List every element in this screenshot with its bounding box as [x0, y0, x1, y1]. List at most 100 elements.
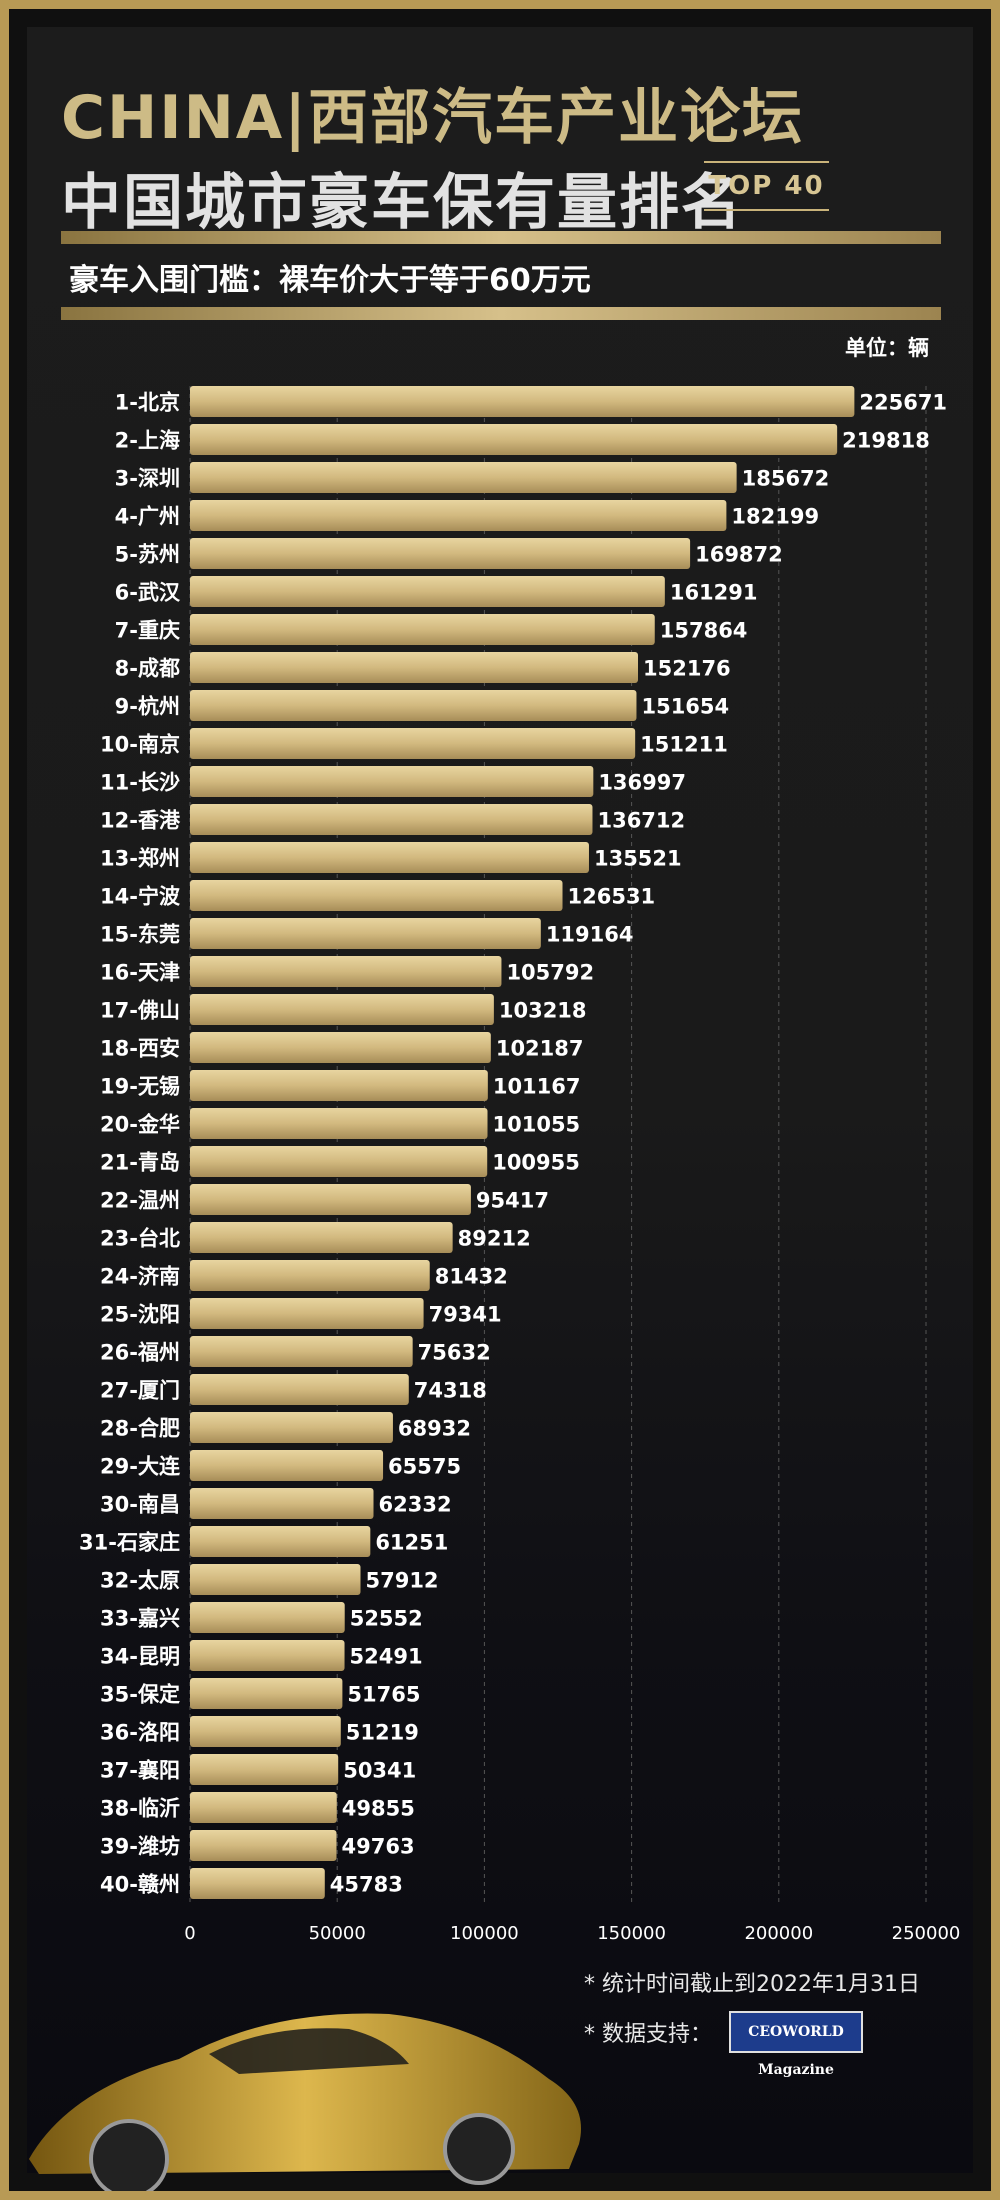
- category-label: 9-杭州: [115, 695, 180, 719]
- value-label: 68932: [398, 1417, 471, 1441]
- bar: [190, 804, 593, 835]
- bar: [190, 1260, 430, 1291]
- category-label: 18-西安: [100, 1037, 180, 1061]
- x-tick-label: 200000: [744, 1923, 813, 1944]
- bar: [190, 1108, 488, 1139]
- category-label: 12-香港: [100, 809, 181, 833]
- bar: [190, 1032, 491, 1063]
- value-label: 126531: [568, 885, 656, 909]
- x-tick-label: 50000: [309, 1923, 366, 1944]
- category-label: 34-昆明: [100, 1645, 180, 1669]
- bar: [190, 1754, 339, 1785]
- value-label: 136997: [598, 771, 686, 795]
- bar: [190, 386, 855, 417]
- category-label: 32-太原: [100, 1569, 180, 1593]
- bar: [190, 1070, 488, 1101]
- bar: [190, 1488, 374, 1519]
- category-label: 27-厦门: [100, 1379, 180, 1403]
- category-label: 26-福州: [100, 1341, 180, 1365]
- value-label: 51765: [347, 1683, 420, 1707]
- bar: [190, 652, 639, 683]
- category-label: 38-临沂: [100, 1797, 180, 1821]
- value-label: 89212: [458, 1227, 531, 1251]
- bar: [190, 614, 655, 645]
- sub-title: 中国城市豪车保有量排名: [61, 168, 743, 238]
- bar: [190, 1678, 343, 1709]
- car-illustration-icon: [29, 2013, 581, 2191]
- value-label: 151211: [640, 733, 728, 757]
- bar: [190, 1412, 393, 1443]
- data-source-label: * 数据支持：: [584, 2022, 712, 2047]
- value-label: 219818: [842, 429, 930, 453]
- unit-label: 单位：辆: [845, 336, 929, 360]
- category-label: 31-石家庄: [79, 1531, 180, 1555]
- category-label: 39-潍坊: [100, 1835, 180, 1859]
- category-label: 3-深圳: [115, 467, 180, 491]
- bar: [190, 1868, 325, 1899]
- bar: [190, 994, 494, 1025]
- gold-divider-top: [61, 231, 941, 244]
- value-label: 62332: [379, 1493, 452, 1517]
- bar: [190, 1602, 345, 1633]
- bar: [190, 1830, 337, 1861]
- value-label: 50341: [343, 1759, 416, 1783]
- bar: [190, 1716, 341, 1747]
- bar: [190, 538, 691, 569]
- value-label: 135521: [594, 847, 682, 871]
- category-label: 24-济南: [100, 1265, 180, 1289]
- value-label: 52552: [350, 1607, 423, 1631]
- category-label: 11-长沙: [100, 771, 180, 795]
- value-label: 45783: [330, 1873, 403, 1897]
- bar: [190, 576, 665, 607]
- bar: [190, 690, 637, 721]
- bar: [190, 880, 563, 911]
- category-label: 4-广州: [115, 505, 180, 529]
- category-label: 21-青岛: [100, 1151, 180, 1175]
- bar: [190, 1184, 471, 1215]
- value-label: 49763: [342, 1835, 415, 1859]
- top-40-badge: TOP 40: [704, 161, 829, 211]
- value-label: 225671: [859, 391, 947, 415]
- value-label: 101055: [493, 1113, 581, 1137]
- value-label: 161291: [670, 581, 758, 605]
- value-label: 103218: [499, 999, 587, 1023]
- category-label: 2-上海: [115, 429, 180, 453]
- value-label: 185672: [742, 467, 830, 491]
- x-tick-label: 100000: [450, 1923, 519, 1944]
- category-label: 6-武汉: [115, 581, 181, 605]
- category-label: 1-北京: [115, 391, 180, 415]
- value-label: 49855: [342, 1797, 415, 1821]
- value-label: 182199: [731, 505, 819, 529]
- main-title: CHINA|西部汽车产业论坛: [61, 83, 805, 153]
- bar: [190, 918, 541, 949]
- bar: [190, 1298, 424, 1329]
- bars-group: [190, 386, 855, 1899]
- x-tick-label: 150000: [597, 1923, 666, 1944]
- value-label: 100955: [492, 1151, 580, 1175]
- gold-divider-bottom: [61, 307, 941, 320]
- value-label: 79341: [429, 1303, 502, 1327]
- bar: [190, 1146, 488, 1177]
- bar: [190, 1374, 409, 1405]
- value-label: 152176: [643, 657, 731, 681]
- value-label: 51219: [346, 1721, 419, 1745]
- bar: [190, 424, 838, 455]
- value-label: 52491: [350, 1645, 423, 1669]
- value-label: 102187: [496, 1037, 584, 1061]
- category-label: 13-郑州: [100, 847, 180, 871]
- category-label: 17-佛山: [100, 999, 180, 1023]
- category-label: 33-嘉兴: [100, 1607, 180, 1631]
- bar: [190, 1526, 371, 1557]
- category-label: 29-大连: [100, 1455, 181, 1479]
- category-label: 36-洛阳: [100, 1721, 180, 1745]
- bar: [190, 956, 502, 987]
- bar: [190, 1640, 345, 1671]
- value-label: 57912: [365, 1569, 438, 1593]
- bar-chart: 1-北京 225671 2-上海 219818 3-深圳 185672 4-广州 182199…: [29, 386, 960, 2191]
- dark-panel: [27, 27, 973, 2173]
- threshold-text: 豪车入围门槛：裸车价大于等于60万元: [69, 263, 591, 298]
- x-tick-label: 0: [184, 1923, 195, 1944]
- category-label: 5-苏州: [115, 543, 180, 567]
- bar: [190, 766, 594, 797]
